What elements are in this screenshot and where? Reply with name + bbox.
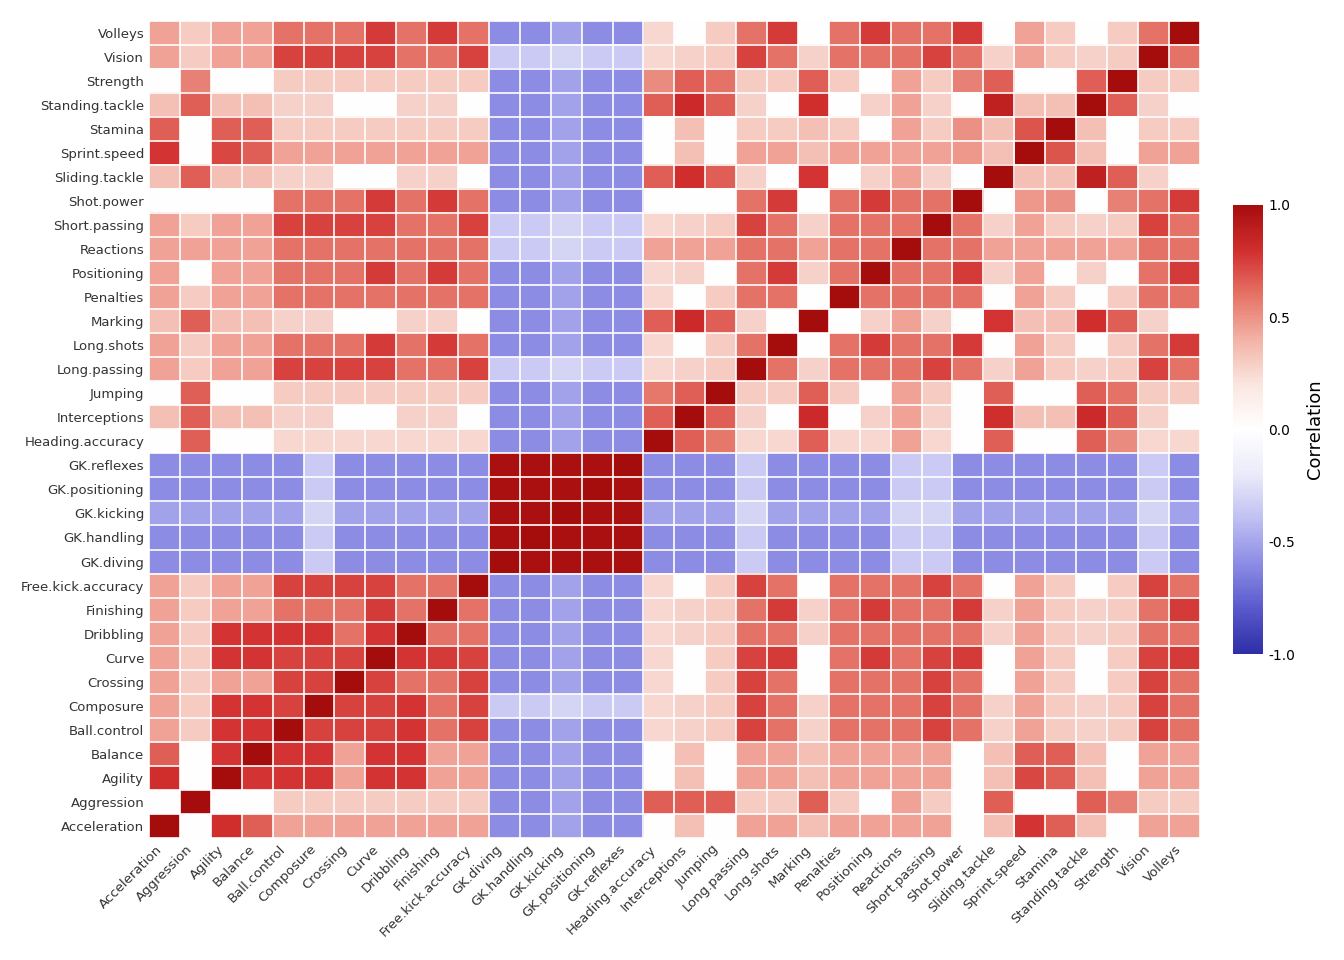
Y-axis label: Correlation: Correlation bbox=[1306, 379, 1324, 479]
